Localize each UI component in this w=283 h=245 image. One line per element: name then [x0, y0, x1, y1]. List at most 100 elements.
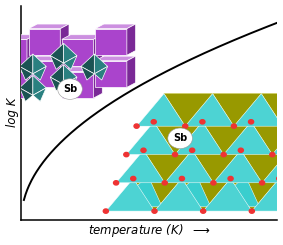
Polygon shape: [94, 67, 102, 98]
Circle shape: [113, 181, 119, 185]
Polygon shape: [20, 66, 33, 80]
Polygon shape: [0, 35, 36, 39]
Circle shape: [134, 124, 139, 128]
Circle shape: [249, 209, 254, 213]
Polygon shape: [62, 35, 102, 39]
Circle shape: [248, 120, 254, 124]
Circle shape: [231, 124, 237, 128]
Polygon shape: [94, 54, 108, 74]
Circle shape: [168, 128, 192, 148]
Polygon shape: [33, 75, 46, 95]
Polygon shape: [134, 149, 183, 180]
Polygon shape: [60, 24, 69, 55]
Polygon shape: [162, 176, 211, 207]
Polygon shape: [241, 150, 283, 183]
Circle shape: [103, 209, 108, 213]
Polygon shape: [183, 149, 231, 180]
Polygon shape: [154, 122, 202, 155]
Polygon shape: [62, 67, 102, 72]
Circle shape: [58, 79, 82, 99]
X-axis label: temperature (K)  $\longrightarrow$: temperature (K) $\longrightarrow$: [88, 222, 211, 239]
Circle shape: [131, 176, 136, 181]
Polygon shape: [50, 65, 64, 85]
Polygon shape: [81, 54, 94, 74]
Circle shape: [124, 152, 129, 157]
Polygon shape: [260, 176, 283, 207]
Polygon shape: [252, 122, 283, 153]
Circle shape: [238, 148, 243, 152]
Polygon shape: [64, 43, 77, 63]
Polygon shape: [95, 61, 127, 87]
Polygon shape: [62, 39, 94, 66]
Polygon shape: [224, 122, 272, 155]
Text: Sb: Sb: [63, 84, 77, 94]
Text: Sb: Sb: [173, 133, 187, 143]
Polygon shape: [33, 54, 46, 74]
Polygon shape: [50, 77, 64, 91]
Polygon shape: [127, 24, 136, 55]
Polygon shape: [50, 43, 64, 63]
Circle shape: [141, 148, 146, 152]
Polygon shape: [202, 122, 251, 155]
Polygon shape: [279, 179, 283, 211]
Polygon shape: [272, 96, 283, 127]
Polygon shape: [211, 176, 260, 207]
Polygon shape: [94, 66, 108, 80]
Polygon shape: [213, 94, 261, 126]
Circle shape: [151, 120, 156, 124]
Polygon shape: [143, 150, 192, 183]
Polygon shape: [137, 94, 185, 126]
Polygon shape: [33, 88, 46, 101]
Polygon shape: [95, 24, 136, 29]
Polygon shape: [20, 54, 33, 74]
Polygon shape: [29, 61, 60, 87]
Polygon shape: [213, 150, 262, 183]
Polygon shape: [262, 150, 283, 183]
Polygon shape: [0, 67, 36, 72]
Circle shape: [162, 181, 167, 185]
Polygon shape: [50, 56, 64, 69]
Polygon shape: [27, 67, 36, 98]
Circle shape: [200, 120, 205, 124]
Polygon shape: [106, 179, 155, 211]
Polygon shape: [116, 150, 165, 183]
Polygon shape: [94, 35, 102, 66]
Circle shape: [221, 152, 226, 157]
Polygon shape: [164, 94, 213, 126]
Polygon shape: [261, 94, 283, 126]
Polygon shape: [0, 39, 27, 66]
Polygon shape: [185, 94, 234, 126]
Polygon shape: [280, 149, 283, 180]
Polygon shape: [64, 56, 77, 69]
Polygon shape: [272, 122, 283, 155]
Polygon shape: [231, 149, 280, 180]
Polygon shape: [192, 150, 241, 183]
Polygon shape: [175, 96, 224, 127]
Polygon shape: [155, 122, 203, 153]
Polygon shape: [20, 88, 33, 101]
Polygon shape: [282, 94, 283, 126]
Polygon shape: [252, 179, 283, 211]
Polygon shape: [62, 72, 94, 98]
Polygon shape: [251, 122, 283, 155]
Polygon shape: [203, 122, 252, 153]
Circle shape: [152, 209, 157, 213]
Circle shape: [172, 152, 177, 157]
Polygon shape: [234, 94, 282, 126]
Polygon shape: [64, 65, 77, 85]
Circle shape: [270, 152, 275, 157]
Polygon shape: [20, 75, 33, 95]
Polygon shape: [64, 77, 77, 91]
Polygon shape: [182, 179, 231, 211]
Polygon shape: [29, 29, 60, 55]
Circle shape: [228, 176, 233, 181]
Polygon shape: [126, 122, 175, 155]
Circle shape: [277, 176, 282, 181]
Polygon shape: [95, 29, 127, 55]
Polygon shape: [60, 56, 69, 87]
Polygon shape: [81, 66, 94, 80]
Polygon shape: [27, 35, 36, 66]
Polygon shape: [95, 56, 136, 61]
Polygon shape: [133, 179, 182, 211]
Polygon shape: [127, 56, 136, 87]
